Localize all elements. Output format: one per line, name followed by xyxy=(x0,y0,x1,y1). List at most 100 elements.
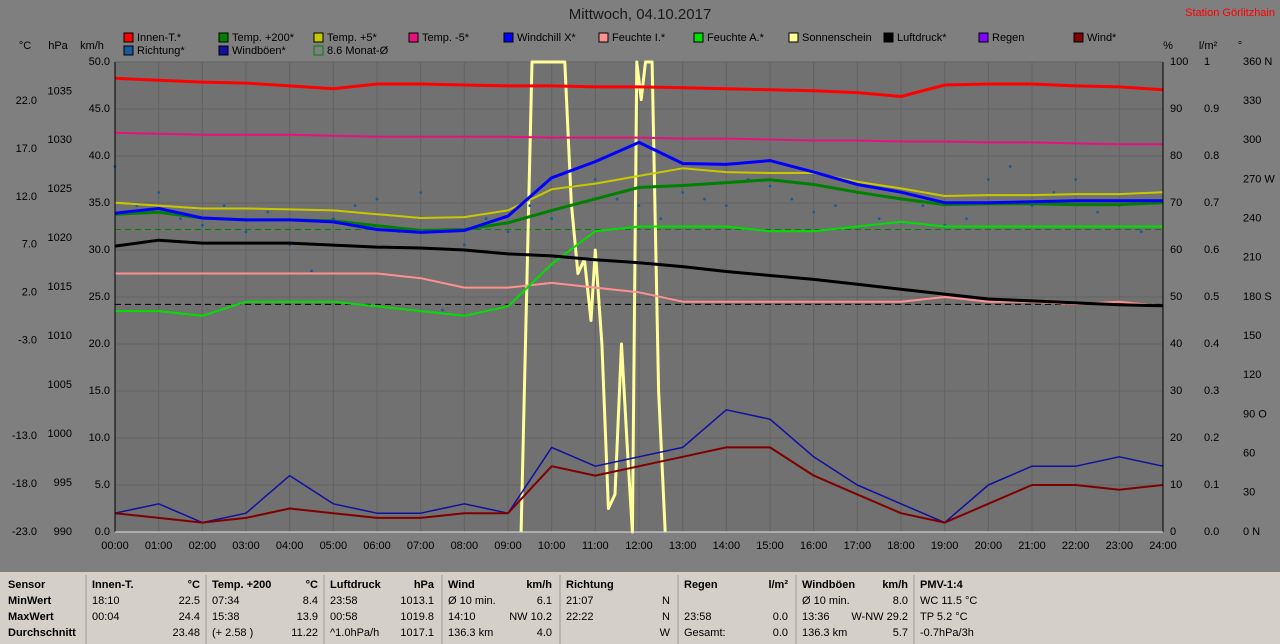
direction-point xyxy=(921,204,925,208)
y-tick-label: 0.1 xyxy=(1204,479,1219,491)
y-tick-label: 0.4 xyxy=(1204,338,1219,350)
legend-label: Regen xyxy=(992,32,1024,44)
y-tick-label: 1005 xyxy=(48,379,72,391)
y-tick-label: 0.6 xyxy=(1204,244,1219,256)
x-tick-label: 24:00 xyxy=(1149,540,1177,552)
column-header: Windböen xyxy=(802,579,855,591)
x-tick-label: 14:00 xyxy=(713,540,741,552)
column-unit: hPa xyxy=(414,579,435,591)
cell-left: 136.3 km xyxy=(802,627,847,639)
cell-right: 24.4 xyxy=(179,611,200,623)
y-tick-label: 1030 xyxy=(48,134,72,146)
x-tick-label: 22:00 xyxy=(1062,540,1090,552)
x-tick-label: 16:00 xyxy=(800,540,828,552)
direction-point xyxy=(1139,230,1143,234)
cell-right: W xyxy=(660,627,671,639)
series-line xyxy=(114,140,1163,234)
y-tick-label: 20 xyxy=(1170,432,1182,444)
series-line xyxy=(115,272,1164,308)
y-tick-label: 360 N xyxy=(1243,56,1272,68)
cell-right: 11.22 xyxy=(291,627,318,639)
chart-title: Mittwoch, 04.10.2017 xyxy=(569,6,712,23)
series-line xyxy=(114,238,1164,308)
y-tick-label: 70 xyxy=(1170,197,1182,209)
legend-label: 8.6 Monat-Ø xyxy=(327,45,389,57)
row-label: Sensor xyxy=(8,579,46,591)
x-tick-label: 18:00 xyxy=(887,540,915,552)
direction-point xyxy=(200,223,204,227)
column-header: Richtung xyxy=(566,579,614,591)
cell-left: 00:58 xyxy=(330,611,358,623)
y-tick-label: 30 xyxy=(1170,385,1182,397)
y-tick-label: 25.0 xyxy=(89,291,110,303)
direction-point xyxy=(659,217,663,221)
column-header: Wind xyxy=(448,579,475,591)
cell-right: 1017.1 xyxy=(400,627,434,639)
direction-point xyxy=(157,191,161,194)
legend-swatch xyxy=(123,45,134,56)
cell-left: WC 11.5 °C xyxy=(920,595,977,607)
series-line xyxy=(115,220,1163,317)
direction-point xyxy=(528,204,532,208)
y-tick-label: 0.0 xyxy=(95,526,110,538)
y-tick-label: 45.0 xyxy=(89,103,110,115)
direction-point xyxy=(812,210,816,214)
direction-point xyxy=(484,217,488,221)
y-tick-label: 50 xyxy=(1170,291,1182,303)
direction-point xyxy=(615,197,619,201)
y-tick-label: 40.0 xyxy=(89,150,110,162)
y-tick-label: 995 xyxy=(54,477,72,489)
axes: 00:00 01:00 02:00 03:00 04:00 05:00 06:00 07:00… xyxy=(12,40,1275,552)
x-tick-label: 13:00 xyxy=(669,540,697,552)
column-unit: °C xyxy=(306,579,318,591)
direction-point xyxy=(986,178,990,181)
legend: Innen-T.* Temp. +200* Temp. +5* Temp. -5* Wi… xyxy=(123,32,1117,57)
summary-table: Sensor MinWert MaxWert Durchschnitt Innen-T.… xyxy=(8,575,977,644)
legend-swatch xyxy=(313,45,324,56)
legend-label: Feuchte A.* xyxy=(707,32,765,44)
series-line xyxy=(114,76,1164,98)
y-tick-label: 17.0 xyxy=(16,143,37,155)
y-tick-label: 7.0 xyxy=(22,239,37,251)
y-tick-label: -18.0 xyxy=(12,478,37,490)
y-tick-label: 0.3 xyxy=(1204,385,1219,397)
direction-point xyxy=(790,197,794,201)
x-tick-label: 12:00 xyxy=(625,540,653,552)
cell-right: 13.9 xyxy=(297,611,318,623)
direction-point xyxy=(1074,178,1078,181)
y-tick-label: 60 xyxy=(1170,244,1182,256)
direction-point xyxy=(550,217,554,221)
axis-unit: km/h xyxy=(80,40,104,52)
y-tick-label: 12.0 xyxy=(16,191,37,203)
cell-left: 136.3 km xyxy=(448,627,493,639)
y-tick-label: 1035 xyxy=(48,85,72,97)
cell-left: 00:04 xyxy=(92,611,120,623)
column-header: Temp. +200 xyxy=(212,579,271,591)
series-line xyxy=(114,167,1164,219)
cell-left: Ø 10 min. xyxy=(802,595,850,607)
legend-swatch xyxy=(123,32,134,43)
y-tick-label: 0.0 xyxy=(1204,526,1219,538)
station-name: Station Görlitzhain xyxy=(1185,7,1275,19)
cell-left: (+ 2.58 ) xyxy=(212,627,253,639)
direction-point xyxy=(179,217,182,221)
column-unit: km/h xyxy=(882,579,908,591)
axis-unit: l/m² xyxy=(1199,40,1218,52)
y-tick-label: -23.0 xyxy=(12,526,37,538)
y-tick-label: 0.9 xyxy=(1204,103,1219,115)
direction-point xyxy=(593,178,597,181)
direction-point xyxy=(506,230,510,234)
cell-right: 1019.8 xyxy=(400,611,434,623)
y-tick-label: 990 xyxy=(54,526,72,538)
cell-left: ^1.0hPa/h xyxy=(330,627,379,639)
cell-left: 14:10 xyxy=(448,611,476,623)
x-tick-label: 06:00 xyxy=(363,540,391,552)
series-line xyxy=(114,409,1164,524)
y-tick-label: 30.0 xyxy=(89,244,110,256)
y-tick-label: 100 xyxy=(1170,56,1188,68)
y-tick-label: 210 xyxy=(1243,252,1261,264)
y-tick-label: -13.0 xyxy=(12,430,37,442)
x-tick-label: 11:00 xyxy=(582,540,609,552)
y-tick-label: 2.0 xyxy=(22,287,37,299)
legend-label: Windböen* xyxy=(232,45,287,57)
